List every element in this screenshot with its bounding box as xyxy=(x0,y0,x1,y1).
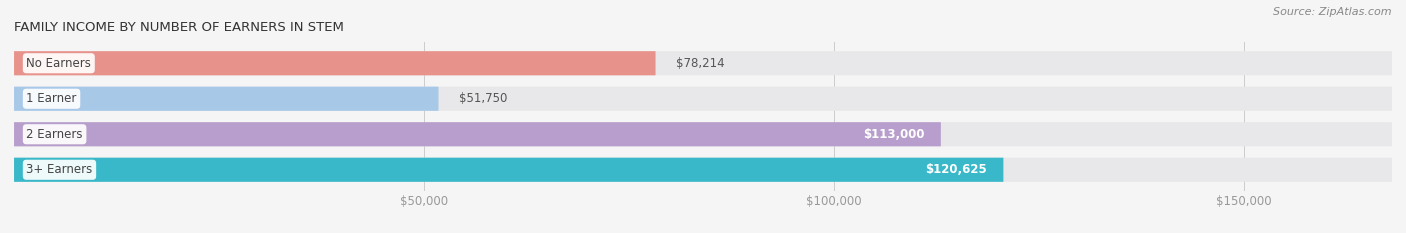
Text: No Earners: No Earners xyxy=(27,57,91,70)
FancyBboxPatch shape xyxy=(14,158,1392,182)
Text: FAMILY INCOME BY NUMBER OF EARNERS IN STEM: FAMILY INCOME BY NUMBER OF EARNERS IN ST… xyxy=(14,21,344,34)
FancyBboxPatch shape xyxy=(14,51,1392,75)
Text: Source: ZipAtlas.com: Source: ZipAtlas.com xyxy=(1274,7,1392,17)
Text: 1 Earner: 1 Earner xyxy=(27,92,77,105)
FancyBboxPatch shape xyxy=(14,87,439,111)
FancyBboxPatch shape xyxy=(14,158,1004,182)
Text: 2 Earners: 2 Earners xyxy=(27,128,83,141)
Text: $78,214: $78,214 xyxy=(676,57,724,70)
FancyBboxPatch shape xyxy=(14,51,655,75)
FancyBboxPatch shape xyxy=(14,87,1392,111)
FancyBboxPatch shape xyxy=(14,122,941,146)
Text: $51,750: $51,750 xyxy=(458,92,508,105)
Text: $113,000: $113,000 xyxy=(863,128,925,141)
Text: $120,625: $120,625 xyxy=(925,163,987,176)
Text: 3+ Earners: 3+ Earners xyxy=(27,163,93,176)
FancyBboxPatch shape xyxy=(14,122,1392,146)
